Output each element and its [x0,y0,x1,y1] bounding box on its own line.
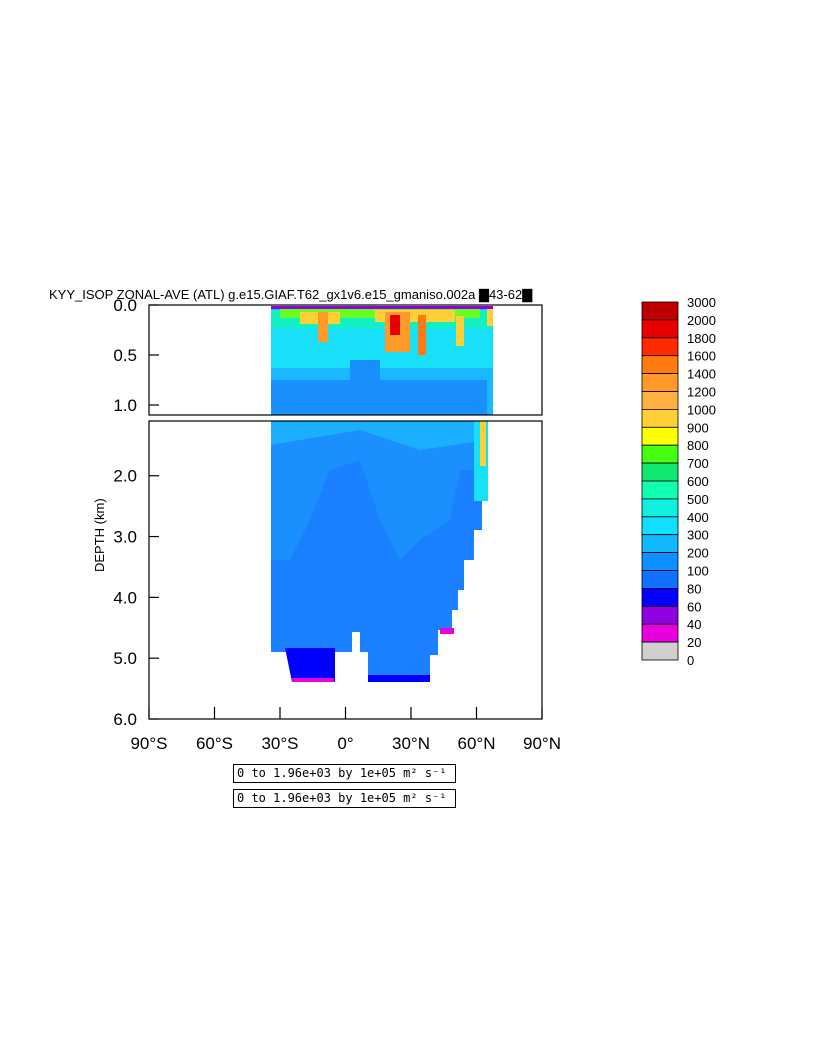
colorbar-swatch [641,641,679,661]
colorbar-swatch [641,588,679,607]
upper-panel-frame [148,304,543,416]
colorbar-swatch [641,391,679,410]
contour-info-box-1: 0 to 1.96e+03 by 1e+05 m² s⁻¹ [233,764,456,783]
x-tick-label: 0° [337,734,353,753]
colorbar-swatch [641,480,679,500]
colorbar-label: 60 [687,599,701,614]
lower-bottom-blue-1 [285,648,335,682]
colorbar-swatch [641,426,679,446]
colorbar-swatch [641,570,679,589]
colorbar-swatch [641,516,679,536]
colorbar-label: 400 [687,510,709,525]
lower-bottom-magenta [292,678,334,682]
upper-hot-orange-1 [318,312,328,342]
colorbar-label: 1000 [687,402,716,417]
x-tick-label: 60°S [196,734,233,753]
colorbar-swatch [641,552,679,571]
colorbar-label: 1400 [687,367,716,382]
colorbar-label: 3000 [687,295,716,310]
colorbar: 3000200018001600140012001000900800700600… [641,295,716,668]
x-tick-label: 30°S [261,734,298,753]
upper-panel-field [271,306,493,415]
upper-hot-orange-3 [418,315,426,355]
colorbar-swatch [641,498,679,518]
colorbar-label: 40 [687,617,701,632]
colorbar-swatch [641,623,679,643]
y-tick-label: 0.0 [113,296,137,315]
colorbar-label: 80 [687,581,701,596]
lower-upper-fill [271,421,488,450]
chart-title: KYY_ISOP ZONAL-AVE (ATL) g.e15.GIAF.T62_… [49,287,533,303]
upper-deep-pocket [350,360,380,415]
colorbar-swatch [641,301,679,321]
x-tick-label: 90°N [523,734,561,753]
lower-slope-magenta [440,628,454,634]
lower-panel-field [271,421,488,682]
x-tick-label: 90°S [130,734,167,753]
colorbar-swatch [641,462,679,482]
upper-hot-yellow-3 [456,316,464,346]
colorbar-swatch [641,337,679,357]
x-tick-label: 30°N [392,734,430,753]
colorbar-label: 0 [687,653,694,668]
colorbar-swatch [641,605,679,625]
y-axis-ticks: 0.0 0.5 1.0 2.0 3.0 4.0 5.0 6.0 [113,296,159,729]
colorbar-swatch [641,534,679,554]
colorbar-label: 2000 [687,313,716,328]
upper-hot-red [390,315,400,335]
y-tick-label: 4.0 [113,588,137,607]
colorbar-label: 500 [687,492,709,507]
y-tick-label: 3.0 [113,528,137,547]
upper-edge-yellow [487,308,493,326]
colorbar-label: 20 [687,635,701,650]
lower-mid-fill [271,421,488,560]
lower-bottom-blue-2 [368,675,430,682]
colorbar-label: 1200 [687,385,716,400]
y-tick-label: 5.0 [113,649,137,668]
colorbar-swatch [641,355,679,375]
colorbar-label: 100 [687,564,709,579]
y-tick-label: 0.5 [113,346,137,365]
colorbar-swatch [641,408,679,428]
x-tick-label: 60°N [458,734,496,753]
colorbar-label: 700 [687,456,709,471]
contour-info-box-2: 0 to 1.96e+03 by 1e+05 m² s⁻¹ [233,789,456,808]
colorbar-swatch [641,444,679,464]
colorbar-label: 200 [687,546,709,561]
colorbar-label: 1800 [687,331,716,346]
y-tick-label: 6.0 [113,710,137,729]
y-tick-label: 1.0 [113,396,137,415]
colorbar-label: 600 [687,474,709,489]
lower-north-yellow [480,421,486,466]
colorbar-swatch [641,319,679,339]
colorbar-label: 1600 [687,349,716,364]
colorbar-label: 300 [687,528,709,543]
colorbar-swatch [641,373,679,392]
y-axis-label: DEPTH (km) [92,498,107,572]
colorbar-label: 900 [687,420,709,435]
x-axis-ticks: 90°S 60°S 30°S 0° 30°N 60°N 90°N [130,707,561,753]
y-tick-label: 2.0 [113,467,137,486]
upper-surface-line [271,306,493,309]
colorbar-label: 800 [687,438,709,453]
